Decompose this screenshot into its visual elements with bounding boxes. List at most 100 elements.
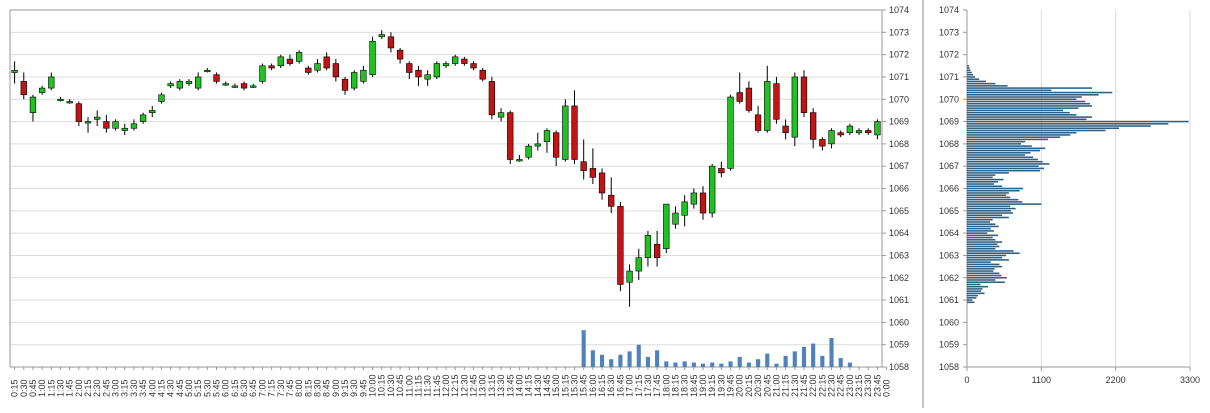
volume-bar — [737, 356, 742, 367]
profile-bar — [967, 194, 1007, 196]
volume-bar — [581, 330, 586, 367]
time-tick-label: 3:45 — [138, 379, 148, 397]
volume-bar — [765, 353, 770, 367]
profile-price-label: 1066 — [939, 184, 959, 194]
profile-bar — [967, 263, 1000, 266]
candle-body — [185, 81, 193, 84]
candle-body — [571, 105, 578, 160]
candle-body — [681, 201, 688, 216]
candle-body — [341, 78, 349, 91]
time-tick-label: 2:00 — [74, 379, 84, 397]
profile-bar — [967, 109, 1063, 112]
time-tick-label: 21:00 — [771, 374, 781, 397]
profile-bar — [967, 156, 1034, 159]
time-tick-label: 16:15 — [597, 374, 607, 397]
price-tick-label: 1058 — [889, 362, 909, 372]
volume-bar — [700, 363, 706, 367]
candle-body — [369, 40, 376, 76]
price-tick-label: 1070 — [889, 94, 909, 104]
profile-volume-label: 0 — [964, 375, 969, 385]
profile-bar — [967, 198, 1019, 201]
volume-bar — [673, 362, 678, 367]
profile-price-label: 1073 — [939, 27, 959, 37]
time-tick-label: 15:00 — [551, 374, 561, 397]
candle-body — [48, 76, 55, 89]
candle-body — [718, 168, 725, 174]
profile-bar — [967, 136, 1061, 138]
candle-body — [699, 192, 707, 214]
time-tick-label: 22:45 — [836, 374, 846, 397]
profile-bar — [967, 78, 980, 80]
time-tick-label: 14:15 — [524, 374, 534, 397]
profile-bar — [967, 114, 1077, 116]
profile-price-label: 1058 — [939, 362, 959, 372]
profile-bar — [967, 165, 1039, 167]
time-tick-label: 21:30 — [790, 374, 800, 397]
profile-bar — [967, 203, 1042, 205]
profile-bar — [967, 134, 1071, 136]
profile-bar — [967, 181, 999, 183]
time-tick-label: 15:30 — [570, 374, 580, 397]
profile-bar — [967, 212, 1013, 214]
volume-bar — [618, 354, 623, 367]
time-tick-label: 5:30 — [202, 379, 212, 397]
candle-body — [378, 34, 385, 38]
time-tick-label: 17:45 — [652, 374, 662, 397]
profile-bar — [967, 87, 1093, 89]
time-tick-label: 10:30 — [386, 374, 396, 397]
price-tick-label: 1068 — [889, 139, 909, 149]
candle-body — [204, 69, 211, 73]
price-tick-label: 1062 — [889, 273, 909, 283]
time-tick-label: 13:00 — [478, 374, 488, 397]
volume-profile-bars — [967, 65, 1189, 304]
time-tick-label: 11:15 — [413, 375, 423, 397]
candle-body — [635, 257, 642, 272]
time-tick-label: 9:45 — [358, 379, 368, 397]
profile-price-label: 1063 — [939, 250, 959, 260]
candle-body — [351, 72, 358, 89]
profile-bar — [967, 82, 996, 85]
volume-bar — [838, 358, 843, 367]
time-tick-label: 20:45 — [762, 374, 772, 397]
time-tick-label: 21:45 — [799, 374, 809, 397]
time-tick-label: 3:30 — [129, 379, 139, 397]
volume-bar — [710, 362, 715, 367]
profile-price-label: 1067 — [939, 161, 959, 171]
price-axis-labels: 1058 1059 1060 1061 1062 1063 1064 1065 1066 1067… — [882, 5, 909, 372]
profile-bar — [967, 207, 1016, 210]
price-tick-label: 1074 — [889, 5, 909, 15]
candle-body — [470, 63, 477, 69]
profile-bar — [967, 254, 1007, 257]
profile-volume-label: 2200 — [1106, 375, 1126, 385]
price-tick-label: 1064 — [889, 228, 909, 238]
candle-body — [865, 130, 872, 134]
candle-body — [424, 74, 431, 80]
candle-body — [745, 87, 753, 111]
volume-bar — [820, 355, 825, 367]
profile-bar — [967, 270, 994, 272]
candle-body — [534, 143, 541, 147]
candle-body — [130, 123, 138, 129]
price-tick-label: 1067 — [889, 161, 909, 171]
profile-bar — [967, 192, 1009, 194]
volume-bar — [792, 351, 797, 367]
candle-body — [332, 63, 339, 78]
time-tick-label: 5:15 — [193, 379, 203, 397]
profile-bar — [967, 210, 1011, 212]
profile-price-label: 1069 — [939, 117, 959, 127]
time-tick-label: 0:30 — [19, 379, 29, 397]
profile-bar — [967, 129, 1106, 132]
profile-bar — [967, 279, 996, 281]
time-tick-label: 16:00 — [588, 374, 598, 397]
candle-body — [415, 69, 422, 78]
time-tick-label: 4:00 — [147, 379, 157, 397]
profile-bar — [967, 294, 978, 297]
time-tick-label: 22:30 — [827, 374, 837, 397]
candle-body — [598, 172, 606, 194]
profile-bar — [967, 225, 999, 228]
profile-price-label: 1074 — [939, 5, 959, 15]
profile-bar — [967, 123, 1169, 125]
candle-body — [626, 270, 633, 283]
candle-body — [231, 85, 239, 88]
